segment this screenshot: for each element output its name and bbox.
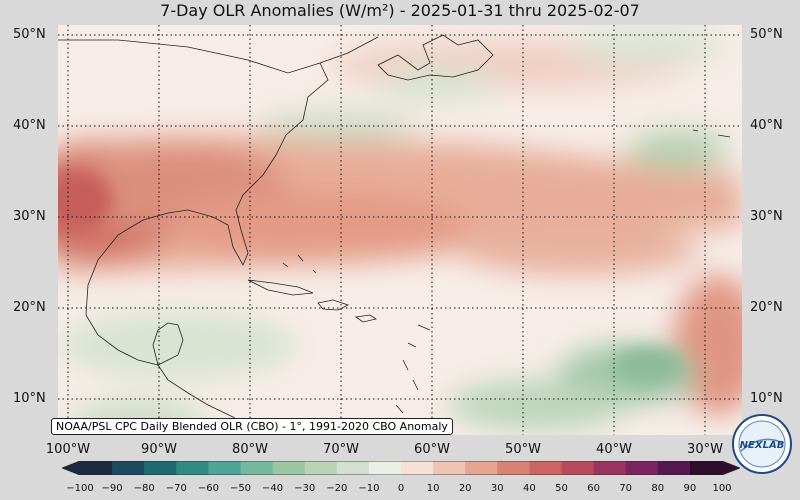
colorbar-tick-label: −70 [165,483,187,494]
chart-title: 7-Day OLR Anomalies (W/m²) - 2025-01-31 … [160,1,640,20]
lat-label-right: 20°N [750,300,783,315]
anomaly-map [8,25,763,438]
colorbar-tick-label: 90 [683,483,697,494]
colorbar-segment [240,461,274,475]
colorbar-tick-label: 80 [651,483,665,494]
map-panel [8,25,763,438]
lat-label-left: 40°N [13,118,46,133]
lon-label: 100°W [45,442,91,457]
colorbar-segment [401,461,434,475]
colorbar-tick-label: −40 [262,483,284,494]
colorbar-tick-label: −80 [133,483,155,494]
colorbar-tick-label: 60 [587,483,600,494]
colorbar-segment [689,461,723,475]
colorbar-tick-label: 10 [426,483,440,494]
colorbar-tick-label: 50 [555,483,568,494]
colorbar-tick-label: 20 [458,483,472,494]
colorbar-segment [529,461,562,475]
colorbar-segment [497,461,530,475]
lat-label-left: 50°N [13,27,46,42]
colorbar-segment [593,461,627,475]
colorbar-segment [465,461,498,475]
lon-label: 90°W [141,442,177,457]
colorbar-segment [561,461,595,475]
colorbar-segment [208,461,241,475]
colorbar-segment [144,461,177,475]
colorbar-segment [657,461,691,475]
colorbar-segment [625,461,659,475]
colorbar-tick-label: −20 [326,483,348,494]
colorbar-extend-min [62,461,80,475]
colorbar-tick-label: −90 [101,483,123,494]
colorbar [62,461,740,475]
colorbar-tick-label: 30 [490,483,504,494]
colorbar-tick-label: 70 [619,483,633,494]
lat-label-right: 30°N [750,209,783,224]
colorbar-tick-label: −60 [197,483,219,494]
colorbar-tick-label: 40 [523,483,536,494]
lon-label: 30°W [687,442,723,457]
lon-label: 60°W [414,442,450,457]
data-source-caption: NOAA/PSL CPC Daily Blended OLR (CBO) - 1… [51,418,453,435]
lat-label-right: 40°N [750,118,783,133]
lat-label-right: 50°N [750,27,783,42]
lat-label-right: 10°N [750,391,783,406]
colorbar-tick-label: −100 [66,483,94,494]
colorbar-segment [336,461,370,475]
lat-label-left: 30°N [13,209,46,224]
lon-label: 50°W [505,442,541,457]
colorbar-segment [176,461,209,475]
lat-label-left: 20°N [13,300,46,315]
colorbar-segment [80,461,113,475]
colorbar-extend-max [722,461,740,475]
colorbar-tick-label: 0 [397,483,405,494]
lon-label: 80°W [232,442,268,457]
colorbar-tick-label: −10 [358,483,380,494]
colorbar-segment [368,461,402,475]
colorbar-tick-label: 100 [712,483,732,494]
colorbar-segment [112,461,145,475]
lon-label: 40°W [596,442,632,457]
logo-text: NEXLAB [740,440,785,451]
coastlines [58,34,731,431]
colorbar-tick-label: −30 [294,483,316,494]
nexlab-logo: NEXLAB [732,414,792,474]
graticule [58,25,742,435]
lon-label: 70°W [323,442,359,457]
colorbar-segment [433,461,466,475]
lat-label-left: 10°N [13,391,46,406]
colorbar-segment [304,461,338,475]
colorbar-tick-label: −50 [229,483,252,494]
colorbar-segment [272,461,306,475]
